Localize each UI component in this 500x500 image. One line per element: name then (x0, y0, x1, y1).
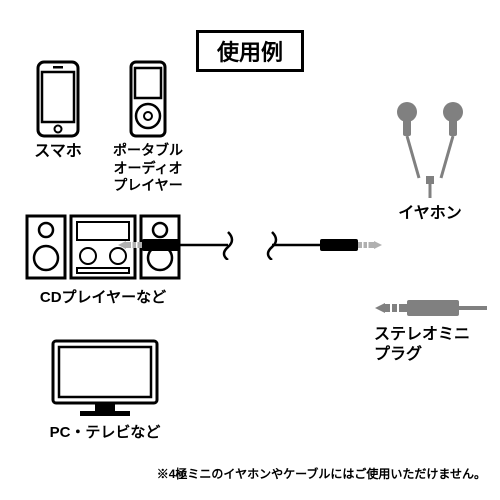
cd-player-label: CDプレイヤーなど (18, 289, 188, 308)
earphone-icon (385, 100, 475, 200)
pc-tv-icon (45, 335, 165, 420)
item-earphone: イヤホン (375, 100, 485, 224)
footnote-text: ※4極ミニのイヤホンやケーブルにはご使用いただけません。 (157, 465, 486, 482)
pc-tv-label: PC・テレビなど (30, 424, 180, 443)
miniplug-icon (373, 295, 488, 321)
title-text: 使用例 (217, 40, 283, 65)
item-pc-tv: PC・テレビなど (30, 335, 180, 443)
item-miniplug: ステレオミニ プラグ (370, 295, 490, 365)
smartphone-icon (35, 60, 81, 138)
miniplug-label: ステレオミニ プラグ (374, 325, 490, 365)
earphone-label: イヤホン (375, 204, 485, 224)
item-portable-player: ポータブル オーディオ プレイヤー (108, 60, 188, 195)
smartphone-label: スマホ (18, 142, 98, 162)
item-smartphone: スマホ (18, 60, 98, 162)
title-box: 使用例 (196, 30, 304, 72)
cable-diagram (0, 230, 500, 260)
portable-player-icon (127, 60, 169, 138)
cable-icon (0, 230, 500, 260)
portable-player-label: ポータブル オーディオ プレイヤー (108, 142, 188, 195)
